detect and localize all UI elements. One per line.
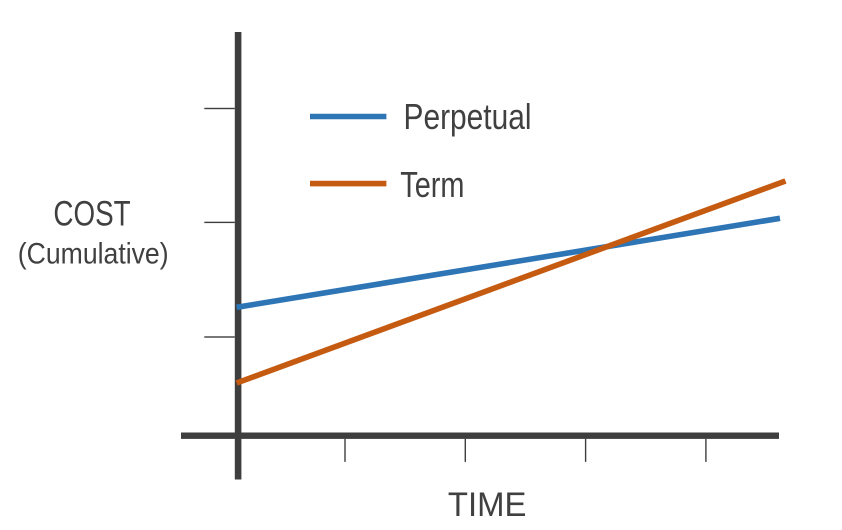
svg-text:COST: COST [53,195,130,234]
svg-text:Perpetual: Perpetual [404,96,532,137]
svg-text:TIME: TIME [448,486,527,524]
svg-text:(Cumulative): (Cumulative) [18,238,169,271]
svg-text:Term: Term [400,165,464,205]
